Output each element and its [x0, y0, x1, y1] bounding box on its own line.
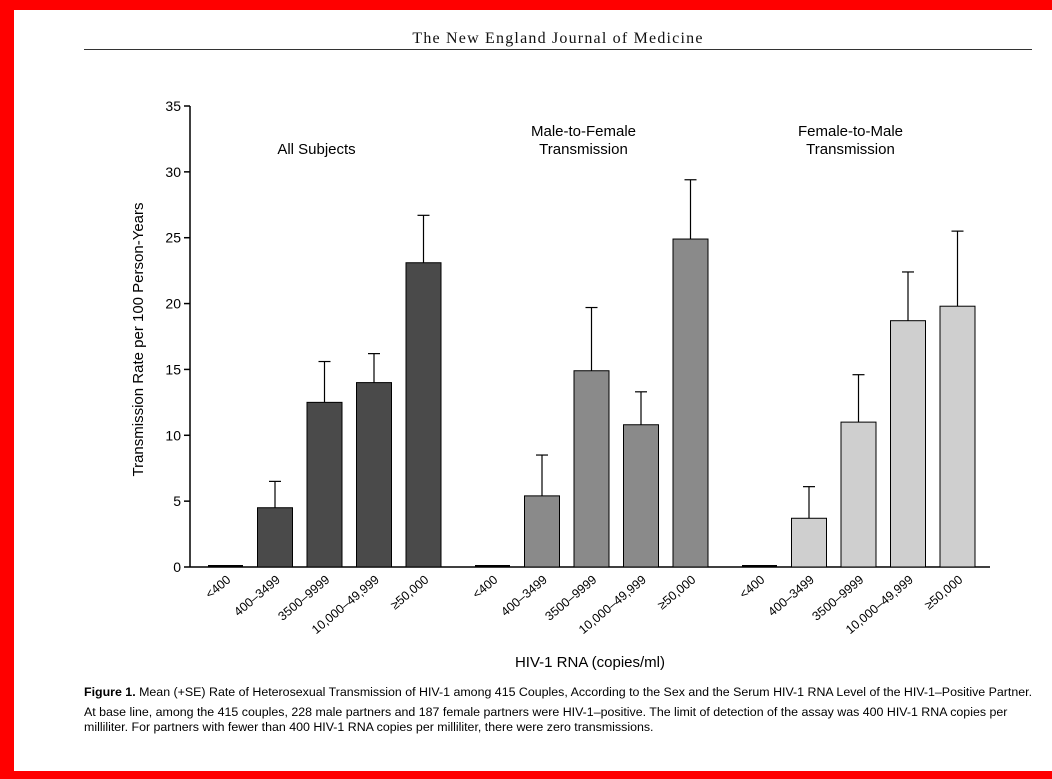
group-title: All Subjects — [277, 141, 355, 158]
group-title: Transmission — [539, 141, 628, 158]
bar-chart: 0 5 10 15 20 25 30 35 Transmission Rate per 100 … — [130, 98, 990, 671]
y-tick-label: 30 — [165, 164, 181, 180]
x-tick-label: <400 — [470, 573, 501, 602]
bar — [524, 495, 560, 568]
journal-header: The New England Journal of Medicine — [412, 30, 704, 47]
chart-labels: 0 5 10 15 20 25 30 35 Transmission Rate per 100 … — [130, 98, 965, 671]
x-tick-label: ≥50,000 — [388, 573, 432, 613]
bar — [475, 565, 510, 567]
bars — [208, 179, 976, 568]
y-tick-label: 5 — [173, 493, 181, 509]
bar — [890, 320, 926, 568]
y-tick-label: 20 — [165, 296, 181, 312]
y-axis-label: Transmission Rate per 100 Person-Years — [130, 202, 147, 476]
group-title: Transmission — [806, 141, 895, 158]
header-rule — [84, 49, 1032, 50]
group-title: Female-to-Male — [798, 123, 903, 140]
bar — [257, 507, 293, 568]
figure-label: Figure 1. — [84, 685, 136, 699]
x-axis-label: HIV-1 RNA (copies/ml) — [515, 654, 665, 671]
y-tick-label: 0 — [173, 559, 181, 575]
x-tick-label: <400 — [737, 573, 768, 602]
figure-title-paragraph: Figure 1. Mean (+SE) Rate of Heterosexua… — [84, 685, 1034, 699]
x-tick-label: ≥50,000 — [922, 573, 966, 613]
group-title: Male-to-Female — [531, 123, 636, 140]
bar — [672, 238, 709, 568]
bar — [356, 382, 392, 568]
bar — [840, 421, 877, 568]
bar — [405, 262, 442, 568]
y-tick-label: 10 — [165, 427, 181, 443]
figure-title: Mean (+SE) Rate of Heterosexual Transmis… — [139, 685, 1033, 699]
x-tick-label: <400 — [203, 573, 234, 602]
bar — [573, 370, 610, 568]
y-tick-label: 15 — [165, 361, 181, 377]
figure-caption: Figure 1. Mean (+SE) Rate of Heterosexua… — [84, 685, 1034, 740]
y-tick-label: 35 — [165, 98, 181, 114]
bar — [742, 565, 777, 567]
figure-note: At base line, among the 415 couples, 228… — [84, 705, 1008, 734]
bar — [939, 305, 976, 568]
bar — [791, 517, 827, 568]
y-tick-label: 25 — [165, 230, 181, 246]
bar — [208, 565, 243, 567]
bar — [623, 424, 659, 568]
x-tick-label: ≥50,000 — [655, 573, 699, 613]
bar — [306, 401, 343, 568]
